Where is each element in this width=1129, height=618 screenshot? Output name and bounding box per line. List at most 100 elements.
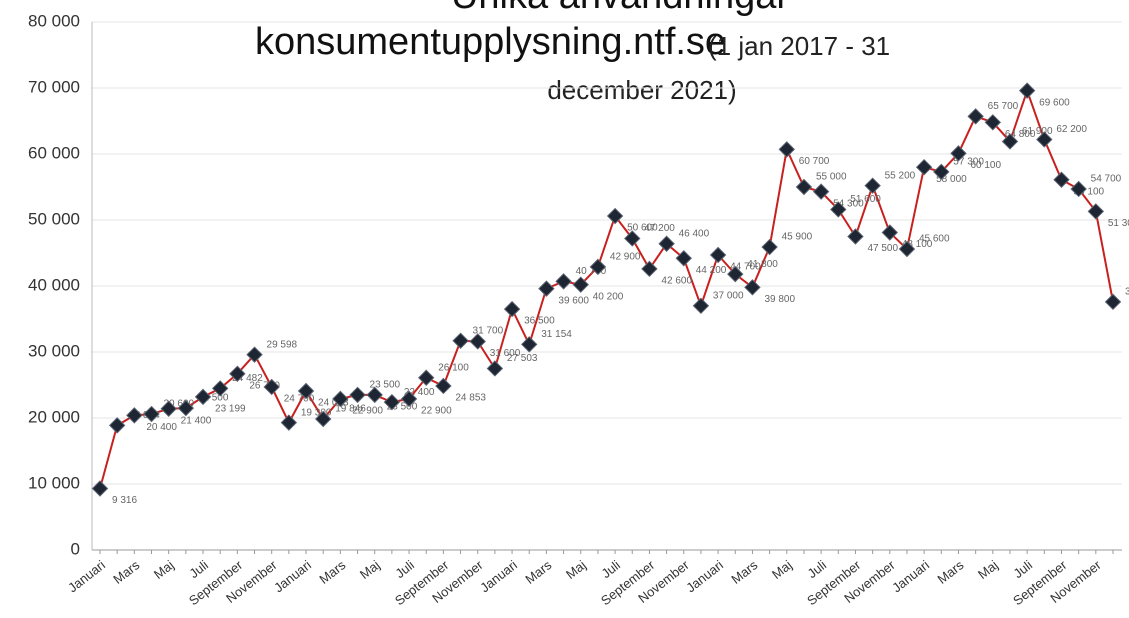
- data-label: 24 700: [284, 394, 315, 405]
- data-point: [1053, 171, 1070, 188]
- data-label: 37 000: [713, 290, 744, 301]
- data-point: [624, 230, 641, 247]
- data-label: 24 482: [232, 373, 263, 384]
- y-tick-label: 30 000: [28, 341, 80, 360]
- x-tick-label: Juli: [598, 557, 623, 581]
- x-tick-label: Maj: [151, 557, 177, 582]
- data-point: [91, 480, 109, 497]
- data-point: [744, 279, 761, 296]
- data-label: 26 100: [438, 362, 469, 373]
- data-label: 39 800: [764, 294, 795, 305]
- y-tick-label: 70 000: [28, 77, 80, 96]
- data-point: [538, 280, 555, 297]
- data-point: [469, 333, 486, 350]
- data-label: 44 700: [730, 262, 761, 273]
- data-point: [143, 405, 160, 423]
- data-label: 41 800: [747, 259, 778, 270]
- data-point: [160, 400, 177, 417]
- data-label: 9 316: [112, 495, 137, 506]
- data-label: 21 500: [198, 393, 229, 404]
- data-label: 56 100: [1073, 186, 1104, 197]
- data-point: [830, 201, 847, 218]
- x-tick-label: Juli: [186, 557, 211, 581]
- data-point: [1087, 203, 1105, 220]
- data-label: 40 200: [593, 291, 624, 302]
- y-tick-label: 60 000: [28, 143, 80, 162]
- data-label: 29 598: [267, 339, 298, 350]
- data-label: 61 900: [1022, 126, 1053, 137]
- data-point: [297, 382, 315, 400]
- data-label: 48 100: [902, 239, 933, 250]
- data-point: [246, 346, 263, 363]
- data-point: [950, 145, 967, 162]
- data-point: [332, 390, 349, 408]
- data-point: [915, 158, 933, 176]
- data-label: 47 200: [644, 223, 675, 234]
- data-point: [366, 386, 383, 404]
- data-point: [452, 332, 469, 349]
- data-label: 45 900: [782, 232, 813, 243]
- data-label: 23 199: [215, 404, 246, 415]
- chart-title: konsumentupplysning.ntf.se: [255, 21, 726, 63]
- data-point: [194, 388, 212, 406]
- data-point: [349, 386, 366, 404]
- data-label: 58 000: [936, 174, 967, 185]
- data-label: 46 400: [679, 228, 710, 239]
- data-label: 45 600: [919, 234, 950, 245]
- data-point: [280, 414, 298, 431]
- data-label: 39 600: [558, 295, 589, 306]
- x-tick-label: Januari: [683, 557, 726, 595]
- data-label: 42 600: [661, 275, 692, 286]
- data-point: [177, 399, 195, 417]
- x-tick-label: Januari: [477, 557, 520, 595]
- data-label: 69 600: [1039, 97, 1070, 108]
- data-label: 54 300: [833, 198, 864, 209]
- data-point: [658, 235, 675, 252]
- data-point: [881, 224, 899, 241]
- x-tick-label: Maj: [563, 557, 589, 582]
- data-point: [435, 377, 452, 395]
- data-point: [864, 177, 881, 194]
- data-label: 22 900: [352, 406, 383, 417]
- data-label: 65 700: [988, 101, 1019, 112]
- x-tick-label: Mars: [316, 557, 348, 587]
- x-tick-label: Mars: [110, 557, 142, 587]
- data-label: 19 846: [335, 404, 366, 415]
- data-label: 22 900: [421, 406, 452, 417]
- data-point: [418, 369, 435, 386]
- data-point: [967, 108, 984, 125]
- data-point: [898, 240, 916, 258]
- data-label: 60 700: [799, 156, 830, 167]
- x-tick-label: Januari: [889, 557, 932, 595]
- data-point: [847, 228, 864, 245]
- data-label: 27 503: [507, 353, 538, 364]
- data-point: [812, 183, 830, 200]
- x-tick-label: Maj: [769, 557, 795, 582]
- data-label: 31 700: [473, 325, 504, 336]
- data-label: 20 400: [146, 422, 177, 433]
- data-point: [486, 360, 504, 377]
- chart-subtitle: (1 jan 2017 - 31: [708, 31, 890, 61]
- data-point: [984, 114, 1002, 131]
- x-tick-label: Maj: [975, 557, 1001, 582]
- data-label: 20 600: [164, 399, 195, 410]
- data-label: 40 700: [576, 266, 607, 277]
- x-tick-label: Mars: [934, 557, 966, 587]
- y-tick-label: 80 000: [28, 11, 80, 30]
- data-point: [589, 258, 607, 276]
- data-label: 50 600: [627, 223, 658, 234]
- data-label: 55 000: [816, 172, 847, 183]
- data-point: [521, 336, 538, 353]
- data-point: [314, 410, 332, 428]
- data-label: 51 600: [850, 194, 881, 205]
- data-label: 22 400: [404, 387, 435, 398]
- data-point: [1036, 131, 1053, 148]
- data-point: [692, 297, 710, 315]
- data-point: [1070, 180, 1087, 198]
- data-point: [555, 273, 572, 290]
- data-point: [400, 390, 418, 408]
- y-tick-label: 40 000: [28, 275, 80, 294]
- data-point: [383, 393, 401, 411]
- data-label: 64 800: [1005, 129, 1036, 140]
- data-label: 24 853: [455, 393, 486, 404]
